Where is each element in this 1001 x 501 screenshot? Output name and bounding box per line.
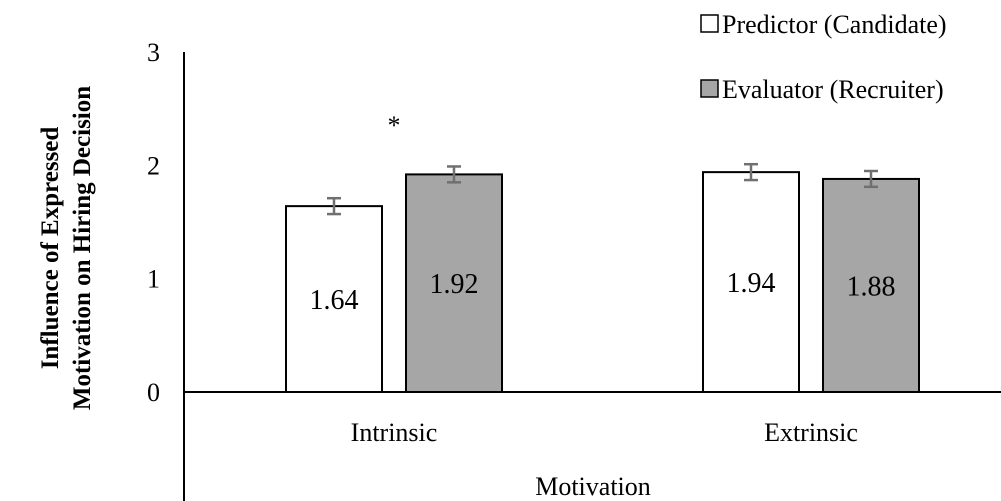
significance-asterisk: * — [388, 111, 401, 140]
data-label: 1.88 — [847, 271, 896, 302]
data-label: 1.94 — [727, 268, 776, 299]
error-bar — [744, 162, 758, 182]
error-bar — [864, 169, 878, 189]
legend-swatch-evaluator — [700, 79, 719, 98]
y-axis-label-line-2: Motivation on Hiring Decision — [69, 86, 96, 410]
data-label: 1.64 — [310, 285, 359, 316]
error-bar — [327, 196, 341, 216]
bar-evaluator-intrinsic — [405, 173, 503, 393]
legend-label-predictor: Predictor (Candidate) — [722, 10, 947, 39]
legend-swatch-predictor — [700, 14, 719, 33]
bar-predictor-extrinsic — [702, 171, 800, 393]
y-axis-label-line-1: Influence of Expressed — [37, 127, 64, 370]
y-tick-label: 0 — [147, 378, 160, 407]
x-axis-label: Motivation — [535, 472, 651, 501]
legend-label-evaluator: Evaluator (Recruiter) — [722, 75, 944, 104]
y-tick-label: 3 — [147, 38, 160, 67]
category-label-intrinsic: Intrinsic — [351, 418, 438, 447]
y-tick-label: 2 — [147, 151, 160, 180]
data-label: 1.92 — [430, 269, 479, 300]
bar-evaluator-extrinsic — [822, 177, 920, 393]
category-label-extrinsic: Extrinsic — [764, 418, 858, 447]
error-bar — [447, 165, 461, 184]
bar-predictor-intrinsic — [285, 205, 383, 393]
y-tick-label: 1 — [147, 265, 160, 294]
legend: Predictor (Candidate) Evaluator (Recruit… — [700, 10, 947, 104]
